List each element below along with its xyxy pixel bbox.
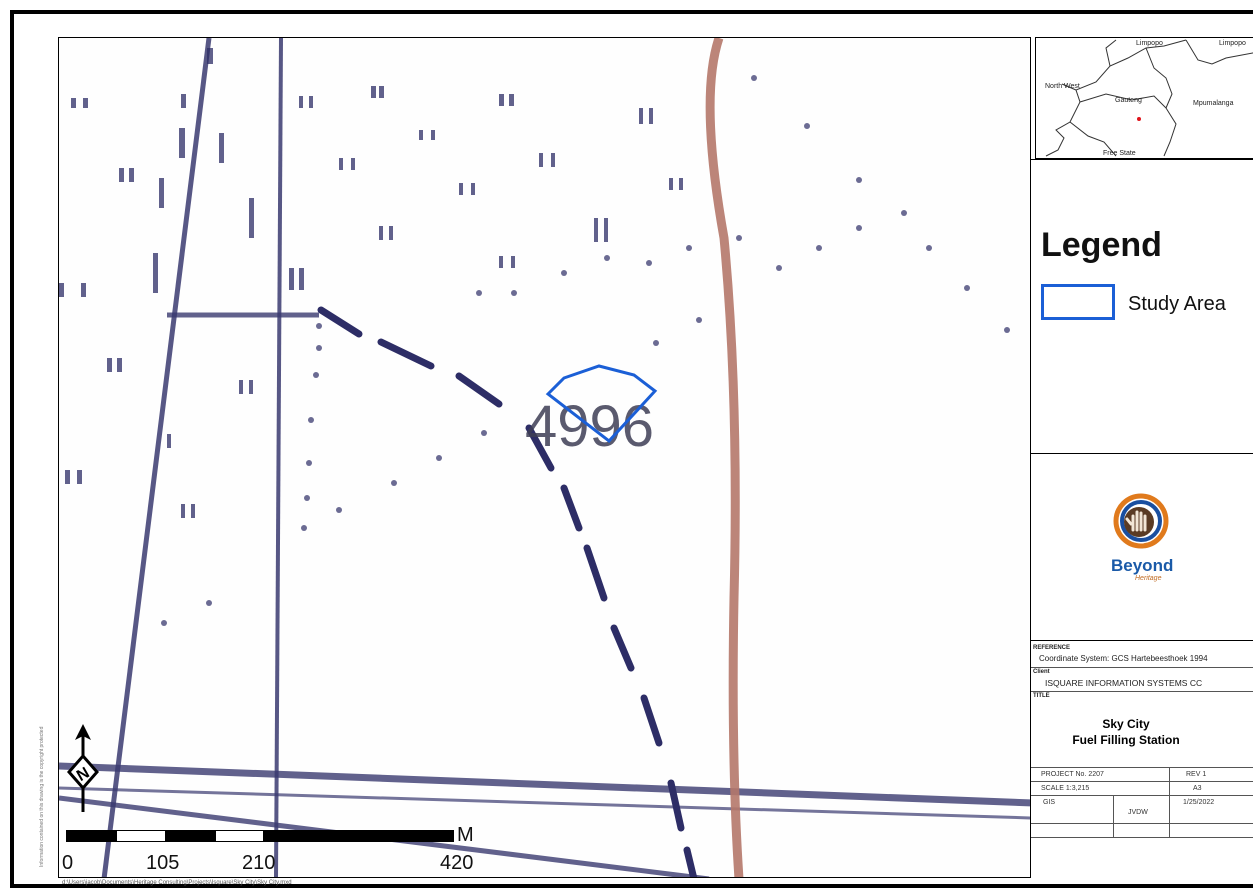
author-initials: JVDW <box>1128 809 1148 816</box>
divider <box>1031 795 1253 796</box>
inset-label: North West <box>1045 83 1080 90</box>
scale-tick-label: 0 <box>62 852 74 874</box>
divider <box>1031 781 1253 782</box>
divider <box>1113 795 1114 837</box>
project-number: PROJECT No. 2207 <box>1041 771 1104 778</box>
client-label: Client <box>1033 669 1050 675</box>
reference-label: REFERENCE <box>1033 645 1071 651</box>
paper-size: A3 <box>1193 785 1202 792</box>
north-arrow-icon: N <box>67 724 99 812</box>
inset-label: Free State <box>1103 150 1136 157</box>
copyright-note: Information contained on this drawing is… <box>39 726 45 867</box>
site-marker-icon <box>1137 117 1141 121</box>
scale-tick-label: 420 <box>440 852 474 874</box>
title-block: REFERENCE Coordinate System: GCS Hartebe… <box>1031 640 1253 879</box>
company-logo: Beyond Heritage <box>1031 453 1253 608</box>
legend: Legend Study Area <box>1031 159 1253 454</box>
divider <box>1031 823 1253 824</box>
map-date: 1/25/2022 <box>1183 799 1215 806</box>
scale-segment <box>264 830 454 842</box>
divider <box>1031 767 1253 768</box>
file-path: d:\Users\jacob\Documents\Heritage Consul… <box>62 880 292 886</box>
inset-label: Limpopo <box>1219 40 1246 47</box>
title-label: TITLE <box>1033 693 1050 699</box>
divider <box>1169 795 1170 837</box>
legend-panel: Limpopo Limpopo North West Gauteng Mpuma… <box>1031 37 1253 878</box>
study-area-swatch <box>1041 284 1115 320</box>
logo-tagline: Heritage <box>1135 575 1162 582</box>
divider <box>1031 837 1253 838</box>
scale-segment <box>215 830 264 842</box>
map-title-line-2: Fuel Filling Station <box>1072 733 1180 747</box>
scale-tick-label: 210 <box>242 852 276 874</box>
map-title-line-1: Sky City <box>1102 717 1150 731</box>
scale-segment <box>66 830 116 842</box>
logo-wordmark: Beyond <box>1111 556 1174 575</box>
inset-map: Limpopo Limpopo North West Gauteng Mpuma… <box>1035 37 1253 159</box>
inset-label: Gauteng <box>1115 97 1142 104</box>
gis-label: GIS <box>1043 799 1056 806</box>
study-area-polygon[interactable] <box>545 364 658 444</box>
map-scale: SCALE 1:3,215 <box>1041 785 1090 792</box>
legend-title: Legend <box>1041 226 1162 264</box>
scale-tick-label: 105 <box>146 852 180 874</box>
divider <box>1169 767 1170 795</box>
topographic-map: 4996 <box>58 37 1031 878</box>
revision: REV 1 <box>1186 771 1207 778</box>
reference-value: Coordinate System: GCS Hartebeesthoek 19… <box>1039 654 1208 663</box>
building-marks <box>59 48 683 518</box>
inset-label: Mpumalanga <box>1193 100 1234 107</box>
client-value: ISQUARE INFORMATION SYSTEMS CC <box>1045 678 1203 688</box>
divider <box>1031 691 1253 692</box>
map-canvas: 4996 <box>59 38 1030 877</box>
inset-label: Limpopo <box>1136 40 1163 47</box>
scale-segment <box>116 830 166 842</box>
divider <box>1031 667 1253 668</box>
scale-unit: M <box>457 824 474 846</box>
scale-segment <box>166 830 215 842</box>
dashed-track <box>317 306 698 877</box>
province-outline <box>1045 39 1253 157</box>
beyond-heritage-logo-icon <box>1113 493 1169 549</box>
point-marks <box>161 75 1010 626</box>
legend-item-label: Study Area <box>1128 293 1226 315</box>
road-line <box>705 38 744 877</box>
